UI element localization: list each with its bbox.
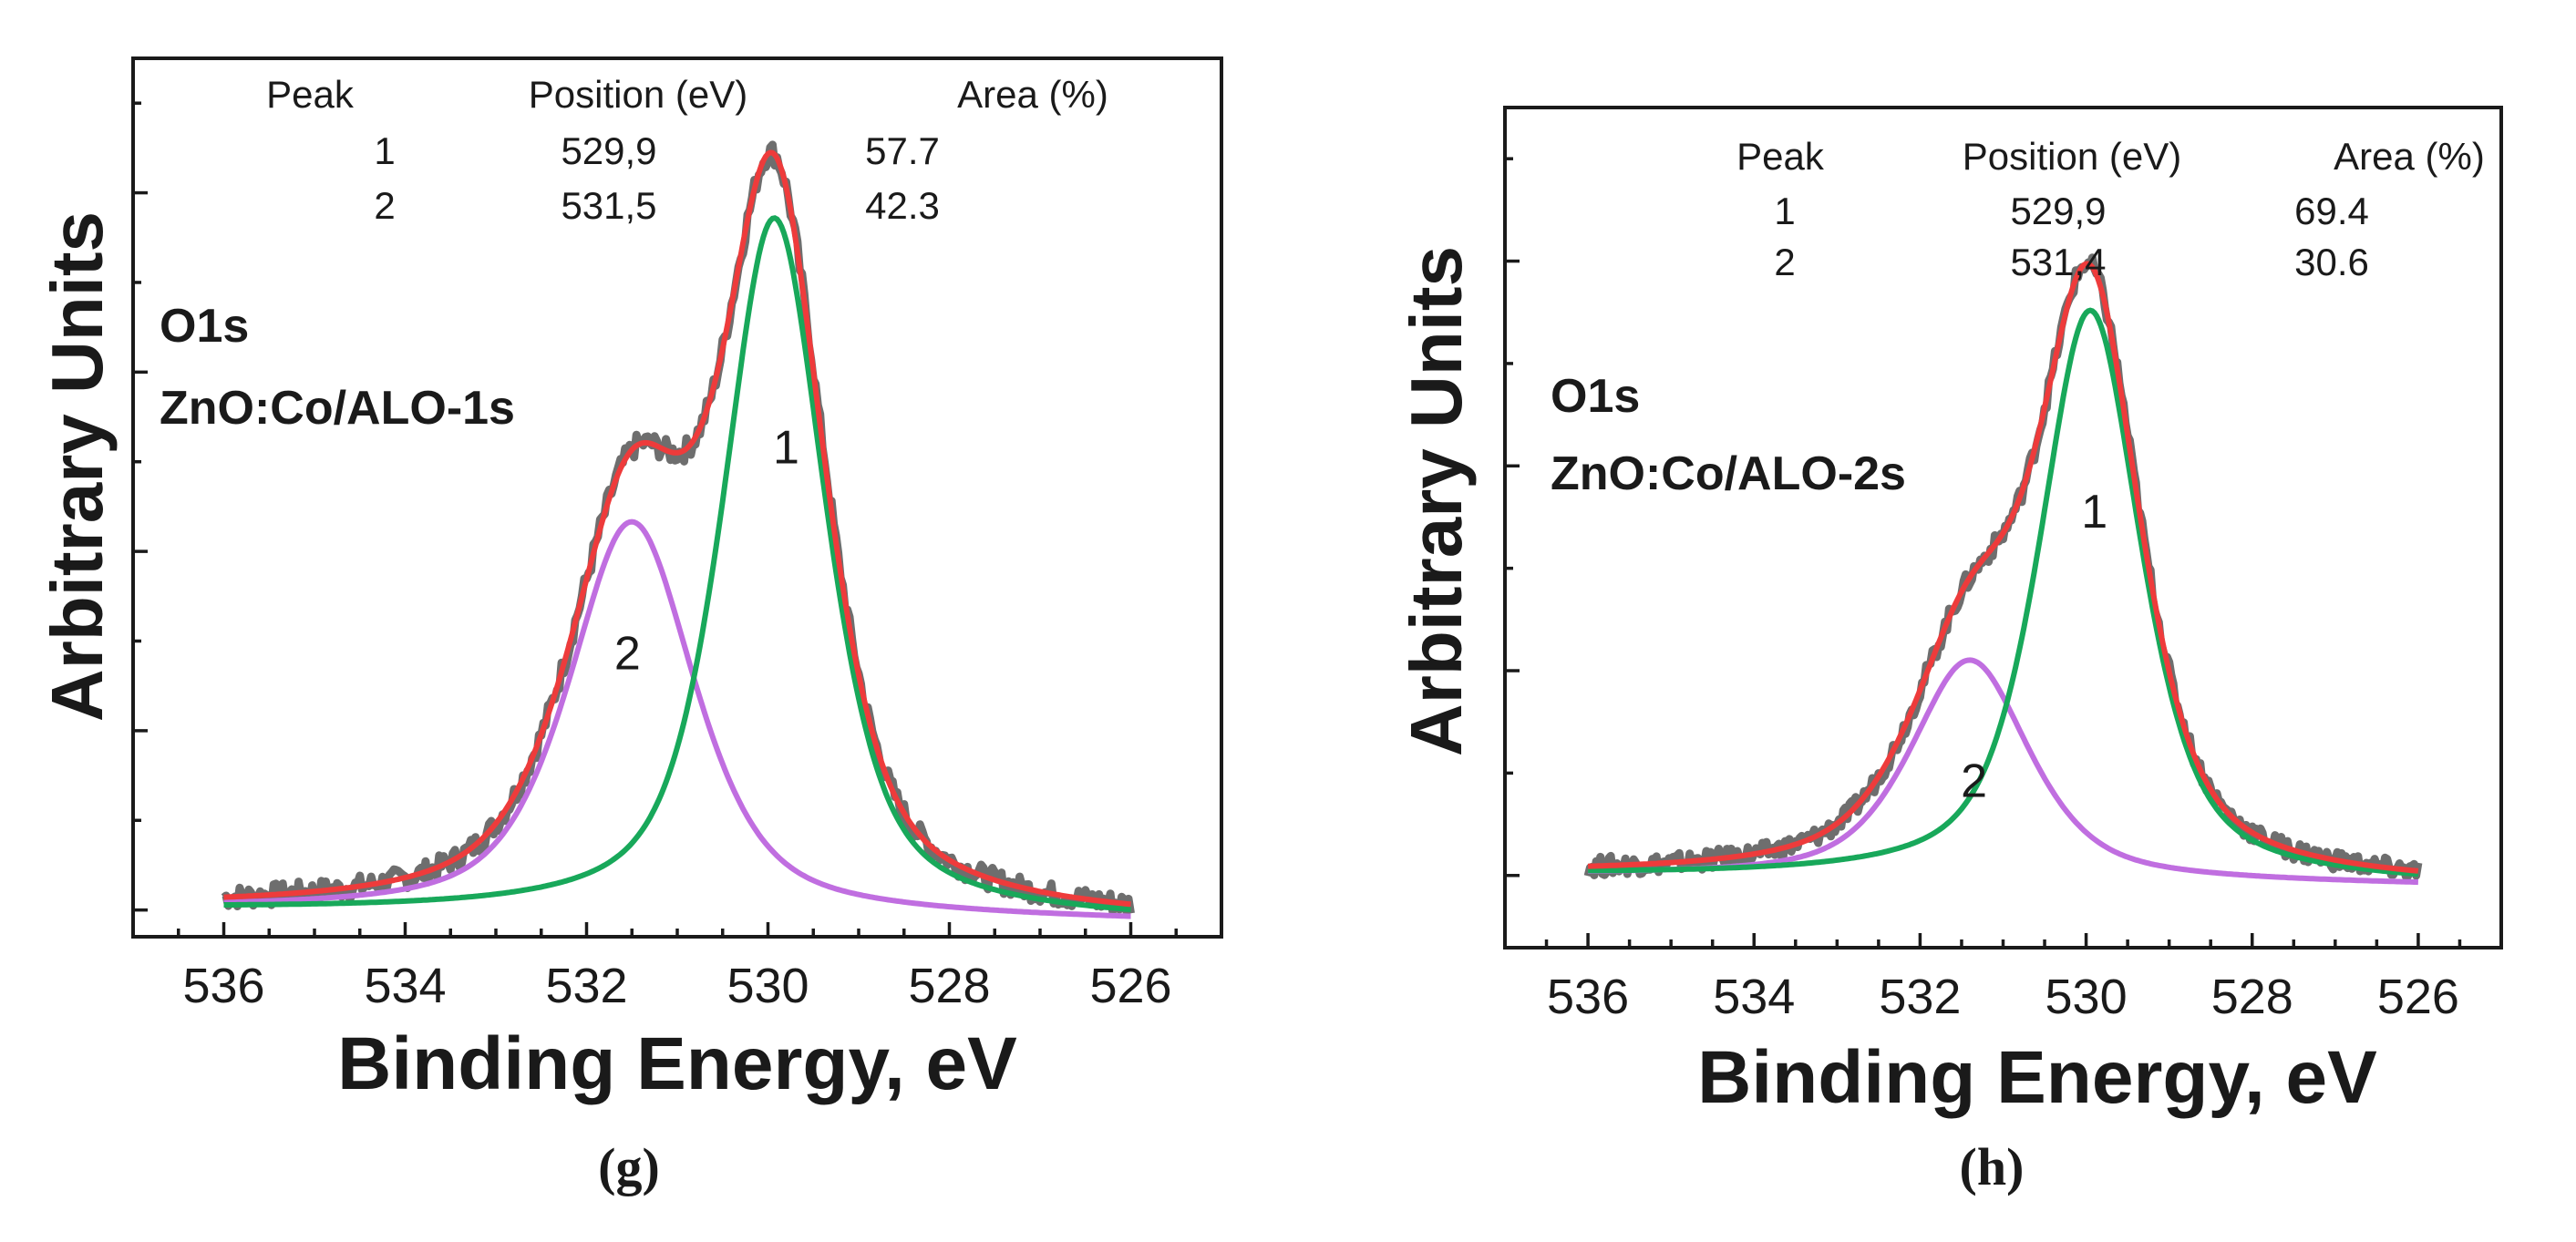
table-row-1-area: 69.4 (2294, 190, 2369, 232)
curves: 12 (1583, 253, 2423, 886)
sample-name: ZnO:Co/ALO-2s (1551, 447, 1906, 500)
x-axis-label: Binding Energy, eV (1697, 1036, 2377, 1119)
peak-label-1: 1 (773, 421, 799, 474)
panel-caption: (g) (598, 1137, 660, 1196)
y-axis-label: Arbitrary Units (36, 211, 118, 722)
x-tick-label: 526 (2377, 970, 2459, 1024)
sample-core-level: O1s (1551, 370, 1640, 423)
table-row-1-position: 529,9 (2010, 190, 2106, 232)
x-tick-label: 528 (2211, 970, 2293, 1024)
table-row-2-position: 531,5 (561, 184, 656, 227)
x-tick-label: 530 (726, 959, 809, 1013)
peak-label-2: 2 (614, 628, 641, 681)
table-row-2-peak: 2 (1774, 241, 1795, 283)
axis-ticks: 536 534 532 530 528 526 (1503, 157, 2503, 1024)
x-tick-label: 528 (908, 959, 990, 1013)
table-row-2-area: 42.3 (865, 184, 940, 227)
x-axis-label: Binding Energy, eV (337, 1022, 1017, 1105)
table-row-2-position: 531,4 (2010, 241, 2106, 283)
results-table: Peak Position (eV) Area (%) 1 529,9 69.4… (1736, 135, 2485, 283)
table-row-1-area: 57.7 (865, 129, 940, 172)
results-table: Peak Position (eV) Area (%) 1 529,9 57.7… (266, 73, 1108, 227)
table-header-area: Area (%) (2334, 135, 2485, 178)
x-tick-label: 532 (545, 959, 627, 1013)
xps-chart-h: 536 534 532 530 528 526 12 Peak Position (eV)… (1396, 106, 2503, 1196)
table-row-2-area: 30.6 (2294, 241, 2369, 283)
y-axis-label: Arbitrary Units (1396, 246, 1477, 756)
x-tick-label: 526 (1089, 959, 1171, 1013)
plot-frame (131, 56, 1223, 939)
table-row-1-peak: 1 (1774, 190, 1795, 232)
table-header-position: Position (eV) (1963, 135, 2181, 178)
table-header-peak: Peak (266, 73, 355, 116)
sample-name: ZnO:Co/ALO-1s (160, 382, 515, 435)
table-row-1-position: 529,9 (561, 129, 656, 172)
series-envelope-fit (1587, 261, 2419, 874)
xps-chart-g: 536 534 532 530 528 526 12 Peak Position (eV)… (36, 56, 1223, 1196)
peak-label-1: 1 (2081, 486, 2107, 539)
table-header-peak: Peak (1736, 135, 1825, 178)
series-peak-1 (223, 215, 1131, 912)
table-header-position: Position (eV) (529, 73, 747, 116)
sample-core-level: O1s (160, 300, 249, 353)
panel-caption: (h) (1960, 1137, 2025, 1196)
series-envelope-fit (223, 149, 1131, 908)
series-experimental (1583, 253, 2423, 881)
x-tick-label: 532 (1879, 970, 1961, 1024)
series-peak-2 (223, 518, 1131, 919)
axis-ticks: 536 534 532 530 528 526 (131, 101, 1223, 1013)
table-row-1-peak: 1 (374, 129, 395, 172)
series-experimental (221, 140, 1135, 916)
x-tick-label: 530 (2045, 970, 2128, 1024)
table-header-area: Area (%) (957, 73, 1108, 116)
x-tick-label: 534 (364, 959, 446, 1013)
table-row-2-peak: 2 (374, 184, 395, 227)
curves: 12 (221, 140, 1135, 919)
x-tick-label: 536 (1547, 970, 1629, 1024)
peak-label-2: 2 (1961, 754, 1987, 807)
series-peak-1 (1588, 307, 2419, 878)
x-tick-label: 536 (182, 959, 264, 1013)
x-tick-label: 534 (1713, 970, 1795, 1024)
